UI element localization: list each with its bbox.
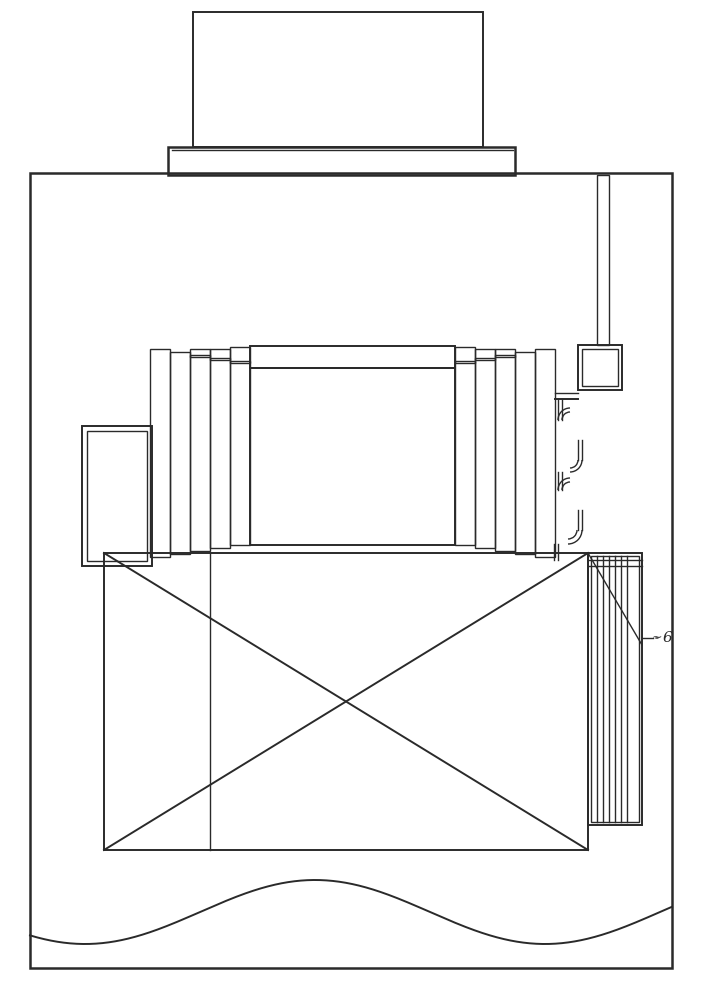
Text: ~: ~ <box>652 632 663 645</box>
Bar <box>535 349 555 557</box>
Bar <box>582 349 618 386</box>
Bar <box>597 175 609 345</box>
Bar <box>475 358 495 548</box>
Text: 6: 6 <box>663 631 673 645</box>
Bar <box>104 553 588 850</box>
Bar <box>455 347 475 363</box>
Bar <box>515 352 535 554</box>
Bar <box>150 349 170 557</box>
Bar <box>210 349 230 360</box>
Bar <box>455 361 475 545</box>
Bar <box>495 349 515 357</box>
Bar <box>495 355 515 551</box>
Bar <box>250 346 455 368</box>
Bar <box>190 355 210 551</box>
Bar <box>170 352 190 554</box>
Bar <box>230 361 250 545</box>
Bar <box>87 431 147 561</box>
Bar <box>190 349 210 357</box>
Bar <box>210 358 230 548</box>
Bar <box>591 556 639 822</box>
Bar <box>578 345 622 390</box>
Bar <box>30 173 672 968</box>
Bar <box>82 426 152 566</box>
Bar <box>475 349 495 360</box>
Bar <box>250 368 455 545</box>
Bar <box>168 147 515 175</box>
Bar <box>588 553 642 825</box>
Bar <box>230 347 250 363</box>
Bar <box>193 12 483 147</box>
